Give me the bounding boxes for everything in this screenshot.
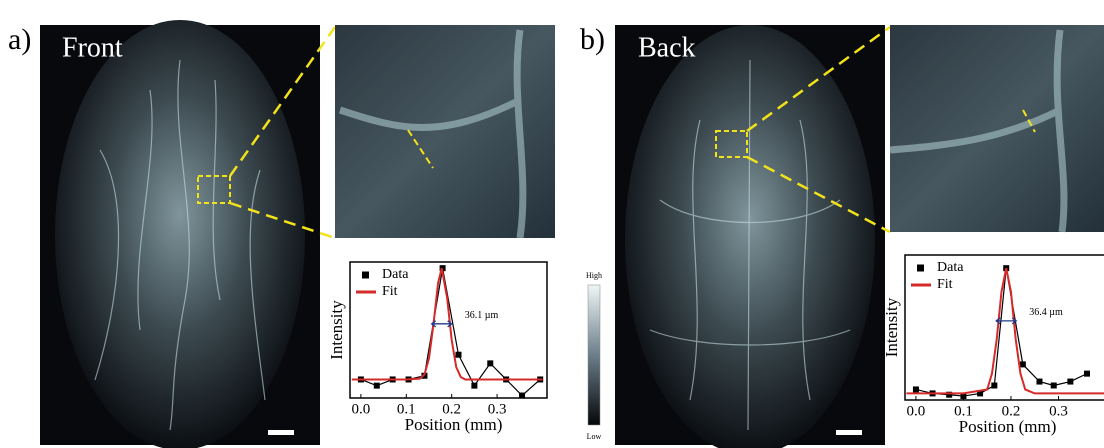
- legend-label: Data: [382, 267, 409, 282]
- y-axis-label: Intensity: [327, 300, 346, 360]
- data-point: [1020, 361, 1026, 367]
- image-label: Front: [62, 32, 123, 63]
- data-point: [913, 386, 919, 392]
- data-point: [487, 360, 493, 366]
- scale-bar: [268, 430, 294, 435]
- data-point: [455, 352, 461, 358]
- data-point: [1067, 379, 1073, 385]
- legend-marker: [362, 272, 369, 279]
- page: a) Front b) Back High Low 0.00.10.20.3Po…: [0, 0, 1104, 448]
- x-tick-label: 0.0: [907, 403, 926, 419]
- data-point: [1036, 379, 1042, 385]
- data-point: [991, 383, 997, 389]
- panel-label: a): [8, 23, 31, 56]
- data-point: [1084, 371, 1090, 377]
- legend-marker: [917, 265, 924, 272]
- figure: a) Front b) Back High Low 0.00.10.20.3Po…: [0, 0, 1104, 448]
- image-label: Back: [638, 32, 696, 63]
- legend-label: Fit: [382, 284, 398, 299]
- data-point: [1051, 383, 1057, 389]
- zoom-inset: [890, 25, 1104, 232]
- colorbar-label: Low: [587, 432, 602, 441]
- x-tick-label: 0.0: [352, 401, 371, 417]
- annotation: 36.4 µm: [1029, 307, 1063, 318]
- image-body: [55, 20, 305, 448]
- colorbar-label: High: [586, 271, 602, 280]
- x-axis-label: Position (mm): [959, 417, 1057, 436]
- scale-bar: [836, 430, 862, 435]
- x-axis-label: Position (mm): [405, 415, 503, 434]
- colorbar: [588, 285, 600, 425]
- chart-background: [350, 262, 547, 398]
- annotation: 36.1 µm: [465, 310, 499, 321]
- y-axis-label: Intensity: [882, 297, 901, 357]
- panel-label: b): [580, 23, 605, 56]
- data-point: [471, 383, 477, 389]
- data-point: [374, 383, 380, 389]
- legend-label: Fit: [937, 277, 953, 292]
- legend-label: Data: [937, 260, 964, 275]
